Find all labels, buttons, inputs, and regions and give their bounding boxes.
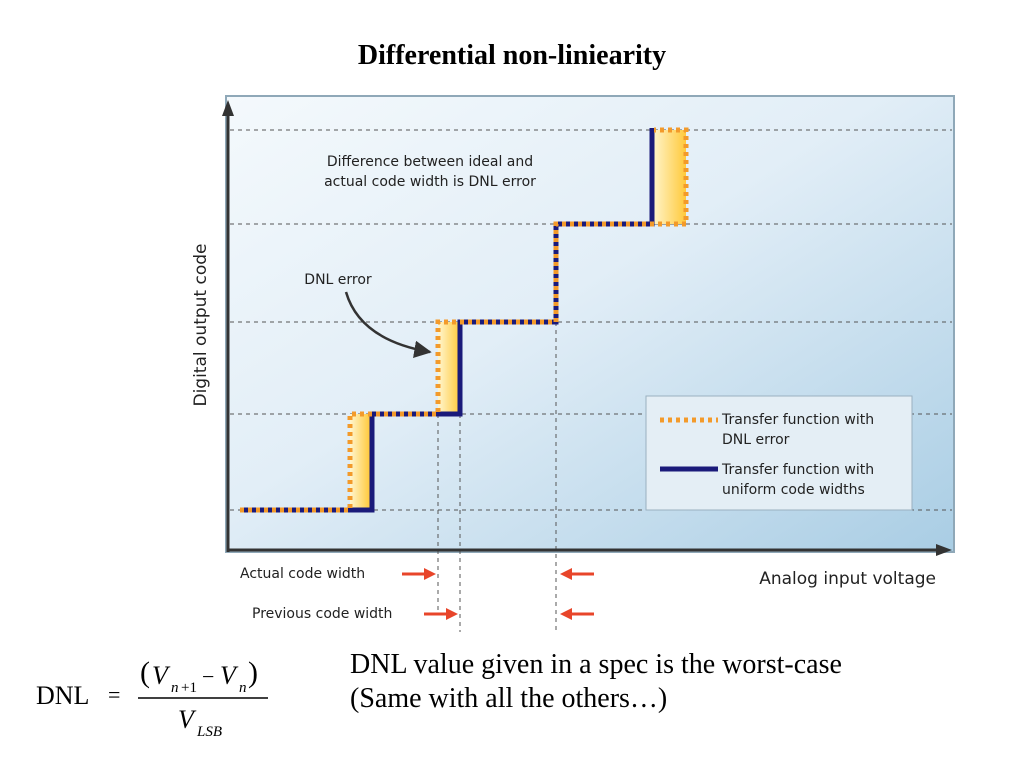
svg-text:+1: +1 (181, 680, 197, 696)
dnl-formula: DNL = ( V n +1 − V n ) V LSB (36, 656, 268, 740)
axes (222, 100, 952, 556)
callout-top-line2: actual code width is DNL error (324, 174, 536, 190)
dnl-error-regions (350, 130, 686, 510)
svg-text:V: V (152, 661, 171, 690)
svg-text:LSB: LSB (196, 724, 222, 740)
arrow-previous-right (560, 608, 594, 620)
legend-dnl-line1: Transfer function with (721, 412, 874, 428)
dnl-transfer-function (240, 127, 689, 513)
callout-top-line1: Difference between ideal and (327, 154, 533, 170)
svg-text:(: ( (140, 656, 150, 689)
actual-code-width-label: Actual code width (240, 566, 365, 582)
arrow-actual-right (560, 568, 594, 580)
formula-numerator: ( V n +1 − V n ) (140, 656, 258, 696)
formula-lhs: DNL (36, 681, 89, 710)
svg-text:V: V (178, 705, 197, 734)
svg-text:V: V (220, 661, 239, 690)
svg-text:n: n (239, 680, 247, 696)
legend-uniform-line2: uniform code widths (722, 482, 865, 498)
dnl-error-arrow (344, 291, 432, 358)
note-line2: (Same with all the others…) (350, 683, 668, 714)
note-line1: DNL value given in a spec is the worst-c… (350, 649, 842, 680)
svg-text:−: − (202, 664, 214, 689)
legend: Transfer function with DNL error Transfe… (645, 395, 913, 511)
slide-title: Differential non-liniearity (357, 40, 667, 71)
arrow-previous-left (424, 608, 458, 620)
x-axis-label: Analog input voltage (759, 569, 936, 589)
code-width-guides (437, 322, 557, 632)
width-arrows (402, 568, 594, 620)
formula-denominator: V LSB (178, 705, 222, 740)
svg-text:): ) (248, 656, 258, 689)
callout-dnl-error: DNL error (304, 272, 372, 288)
note-text: DNL value given in a spec is the worst-c… (350, 648, 1010, 716)
dnl-transfer-diagram: Digital output code Analog input voltage… (191, 95, 955, 632)
previous-code-width-label: Previous code width (252, 606, 392, 622)
legend-uniform-line1: Transfer function with (721, 462, 874, 478)
svg-text:n: n (171, 680, 179, 696)
formula-equals: = (108, 682, 120, 707)
y-axis-label: Digital output code (191, 243, 211, 406)
arrow-actual-left (402, 568, 436, 580)
legend-dnl-line2: DNL error (722, 432, 790, 448)
